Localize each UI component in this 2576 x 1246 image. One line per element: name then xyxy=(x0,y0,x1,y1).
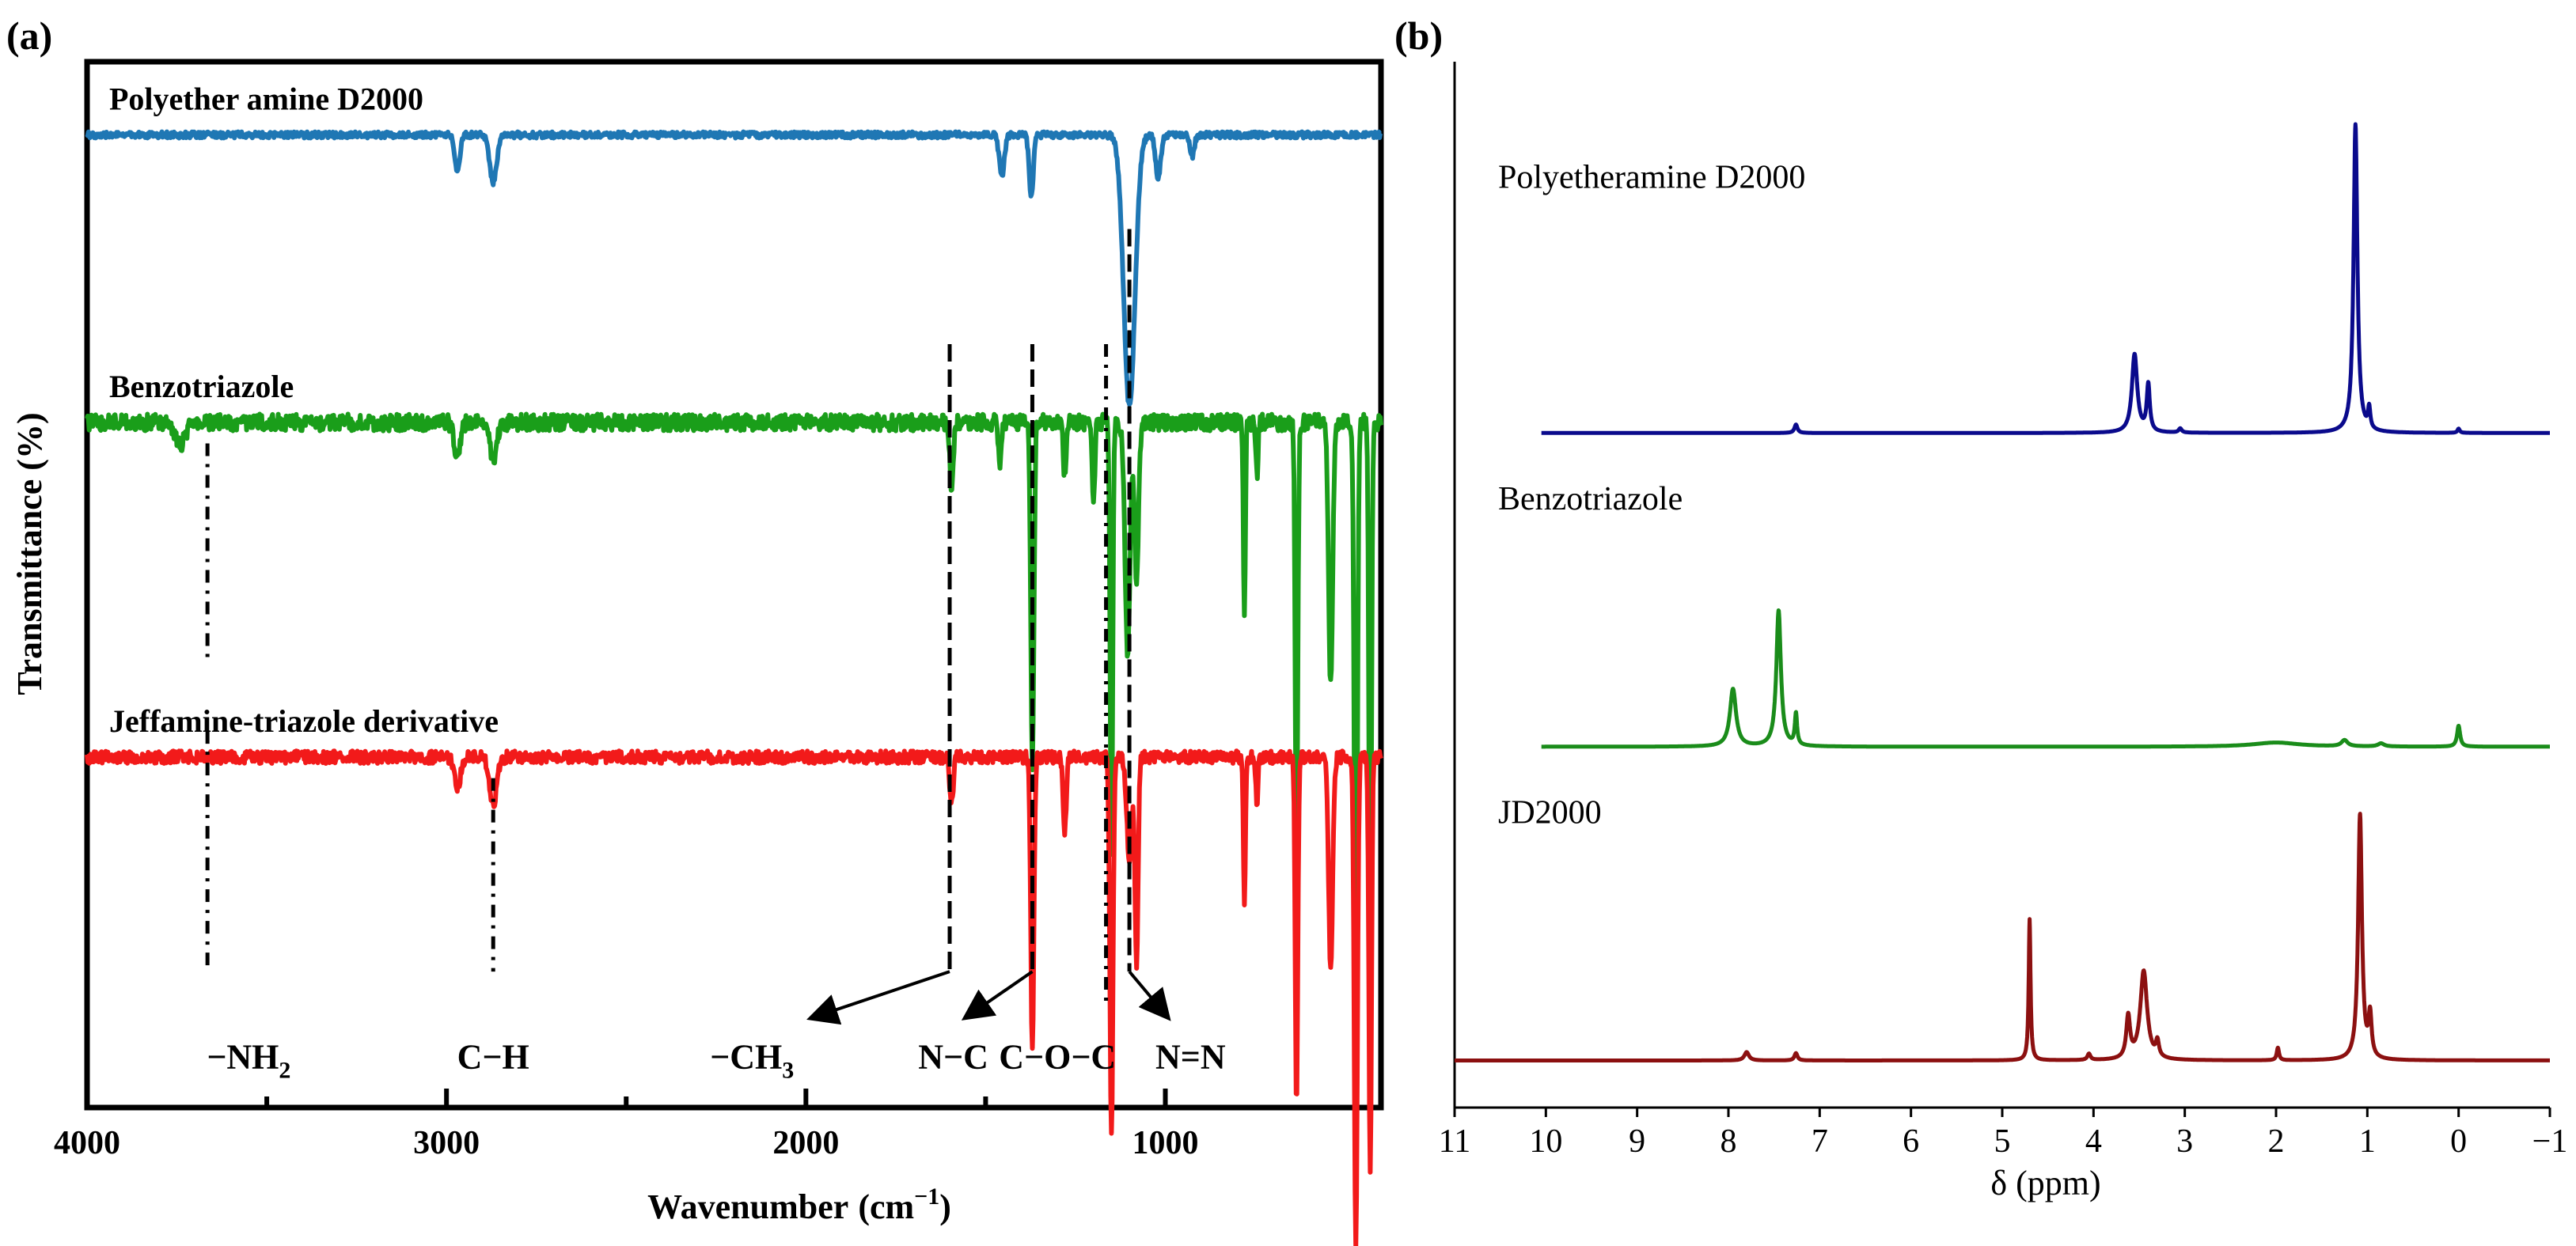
panel-a-annotation-arrow-3 xyxy=(806,970,950,1025)
panel-b-x-tick-label: 8 xyxy=(1720,1123,1737,1160)
panel-a-x-axis-unit: cm xyxy=(870,1187,914,1226)
panel-a-annotation-label-2: C−H xyxy=(457,1038,529,1077)
panel-b-x-tick-label: 0 xyxy=(2450,1123,2467,1160)
panel-a-series-line-3 xyxy=(85,748,1383,1246)
panel-a-ftir-chart: (a) 4000 3000 2000 1000 Polyether amine D20… xyxy=(6,13,1384,1246)
panel-a-annotation-label-1: −NH2 xyxy=(207,1038,290,1084)
panel-b-x-tick-label: 4 xyxy=(2085,1123,2102,1160)
panel-b-axes: 11 10 9 8 7 6 5 4 3 2 1 0 −1 xyxy=(1439,62,2568,1160)
panel-a-series-line-1 xyxy=(85,129,1383,407)
panel-b-x-tick-label: 11 xyxy=(1439,1123,1470,1160)
panel-a-x-tick-label: 2000 xyxy=(772,1125,839,1161)
panel-a-series-label-3: Jeffamine-triazole derivative xyxy=(109,703,499,739)
panel-a-plot-frame xyxy=(84,59,1384,1111)
panel-b-x-tick-label: 9 xyxy=(1629,1123,1645,1160)
panel-b-series-line-3 xyxy=(1452,812,2552,1062)
panel-b-x-tick-label: 7 xyxy=(1812,1123,1828,1160)
panel-a-annotation-label-6: N=N xyxy=(1155,1038,1226,1077)
panel-a-x-axis-title: Wavenumber (cm−1) xyxy=(647,1184,951,1226)
panel-a-y-axis-title: Transmittance (%) xyxy=(10,412,49,695)
panel-a-x-tick-label: 3000 xyxy=(413,1125,480,1161)
panel-b-x-tick-label: 5 xyxy=(1994,1123,2011,1160)
panel-b-x-tick-label: 6 xyxy=(1903,1123,1919,1160)
panel-a-x-axis-title-text: Wavenumber xyxy=(647,1187,848,1226)
panel-a-annotation-arrow-6 xyxy=(1128,970,1171,1021)
panel-b-nmr-chart: (b) 11 10 9 8 7 6 5 4 3 2 1 0 −1 Polyetheramine D200… xyxy=(1394,13,2567,1202)
panel-a-x-axis-unit-exp: −1 xyxy=(914,1184,939,1210)
panel-a-axes: 4000 3000 2000 1000 xyxy=(54,59,1384,1161)
panel-b-x-tick-label: 1 xyxy=(2359,1123,2376,1160)
panel-a-series-label-2: Benzotriazole xyxy=(109,369,294,404)
panel-a-annotation-label-3: −CH3 xyxy=(710,1038,794,1084)
panel-a-series-line-2 xyxy=(85,411,1383,1032)
panel-b-x-axis-title: δ (ppm) xyxy=(1990,1164,2100,1202)
panel-b-label: (b) xyxy=(1394,13,1443,58)
panel-b-x-tick-label: 10 xyxy=(1529,1123,1562,1160)
panel-b-series-line-2 xyxy=(1539,608,2552,749)
panel-a-annotations: −NH2 C−H −CH3 N−C C−O−C N=N xyxy=(205,229,1226,1084)
panel-b-series-line-1 xyxy=(1539,122,2552,435)
panel-a-series: Polyether amine D2000 Benzotriazole Jeffam… xyxy=(85,81,1383,1246)
panel-a-label: (a) xyxy=(6,13,52,58)
panel-b-x-tick-label: 2 xyxy=(2268,1123,2285,1160)
panel-b-series-label-3: JD2000 xyxy=(1498,795,1602,831)
panel-a-annotation-label-4: N−C xyxy=(918,1038,988,1077)
panel-a-x-tick-label: 4000 xyxy=(54,1125,120,1161)
panel-b-series: Polyetheramine D2000 Benzotriazole JD2000 xyxy=(1452,122,2552,1062)
panel-a-annotation-arrow-4 xyxy=(961,970,1034,1021)
panel-b-series-label-2: Benzotriazole xyxy=(1498,481,1683,517)
panel-b-x-tick-label: 3 xyxy=(2176,1123,2193,1160)
panel-a-x-tick-label: 1000 xyxy=(1132,1125,1199,1161)
panel-b-series-label-1: Polyetheramine D2000 xyxy=(1498,159,1805,195)
panel-a-annotation-label-5: C−O−C xyxy=(999,1038,1116,1077)
panel-b-x-tick-label: −1 xyxy=(2532,1123,2568,1160)
panel-a-series-label-1: Polyether amine D2000 xyxy=(109,81,423,117)
